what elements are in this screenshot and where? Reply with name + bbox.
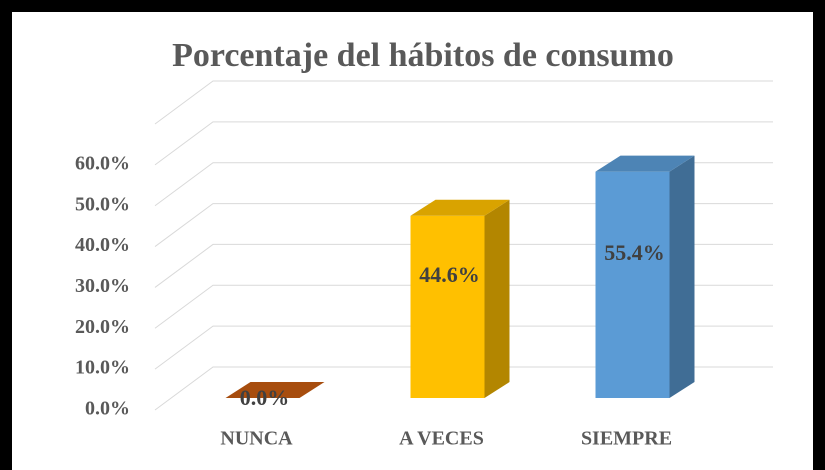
- bar: [410, 215, 485, 398]
- grid-line: [154, 80, 773, 125]
- grid-line: [154, 366, 773, 411]
- grid-line: [154, 121, 773, 166]
- bar-side: [484, 199, 510, 398]
- y-tick-label: 0.0%: [85, 398, 130, 420]
- grid-line: [154, 162, 773, 207]
- x-tick-label: NUNCA: [220, 428, 293, 450]
- data-label: 44.6%: [419, 262, 480, 287]
- data-label: 55.4%: [604, 240, 665, 265]
- y-tick-label: 10.0%: [75, 357, 130, 379]
- bar-top: [410, 199, 510, 216]
- y-tick-label: 40.0%: [75, 234, 130, 256]
- grid-line: [154, 325, 773, 370]
- grid-line: [154, 203, 773, 247]
- x-tick-label: SIEMPRE: [581, 428, 672, 450]
- data-label: 0.0%: [240, 385, 290, 410]
- grid-line: [154, 284, 773, 329]
- chart-title: Porcentaje del hábitos de consumo: [172, 37, 674, 74]
- y-tick-label: 20.0%: [75, 316, 130, 338]
- bar-top: [225, 382, 325, 398]
- bar-side: [669, 155, 695, 398]
- bar: [595, 171, 670, 398]
- y-tick-label: 30.0%: [75, 275, 130, 297]
- y-tick-label: 50.0%: [75, 193, 130, 215]
- x-tick-label: A VECES: [399, 428, 484, 450]
- bar-top: [595, 155, 695, 172]
- grid-line: [154, 243, 773, 288]
- y-tick-label: 60.0%: [75, 152, 130, 174]
